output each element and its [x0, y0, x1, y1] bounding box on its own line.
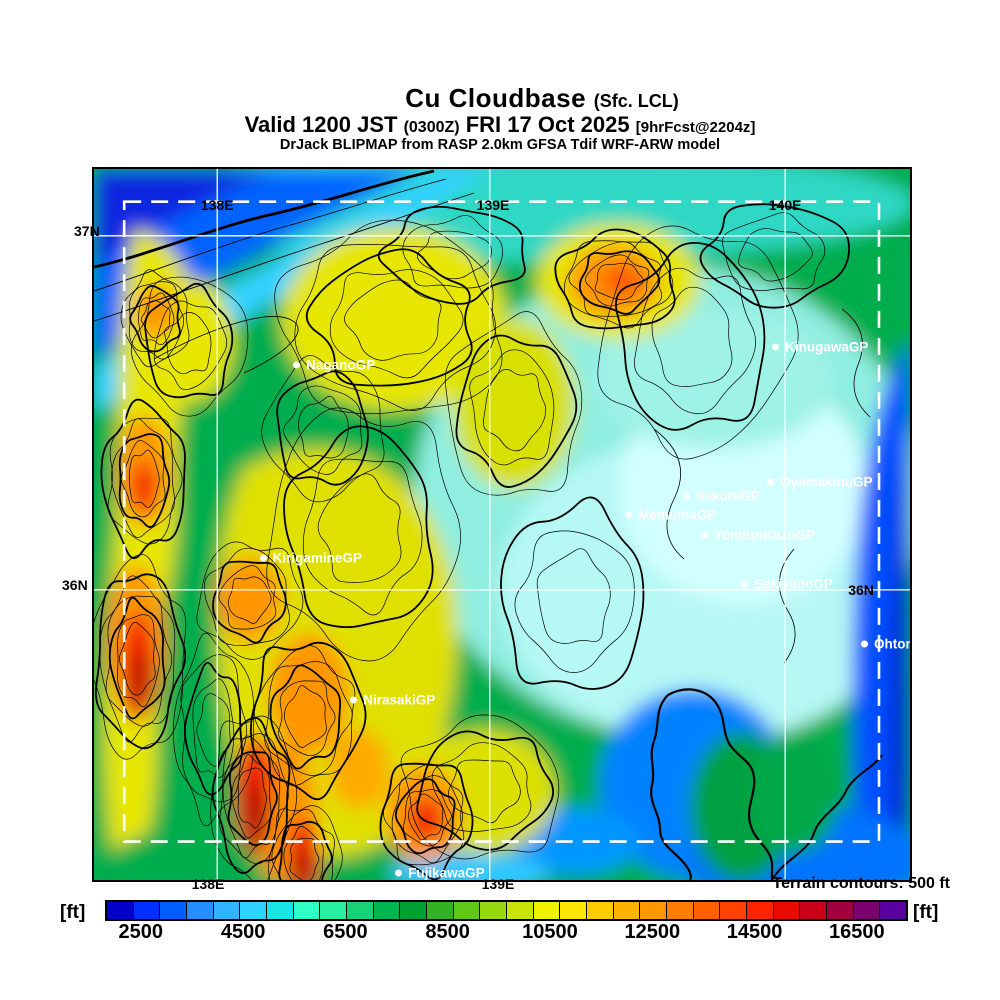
valid-prefix: Valid 1200 JST	[244, 112, 398, 138]
station-name: NaganoGP	[306, 357, 376, 373]
lon-label-bottom-139e: 139E	[481, 876, 515, 892]
colorbar-unit-left: [ft]	[60, 902, 86, 923]
station-name: OyamakinuGP	[780, 474, 873, 490]
station-label-yomiurikazogp: YomiuriKazoGP	[701, 528, 815, 543]
colorbar-segment	[107, 902, 133, 919]
valid-date: FRI 17 Oct 2025	[465, 112, 630, 138]
colorbar-unit-right: [ft]	[913, 902, 939, 923]
colorbar-tick-label: 10500	[522, 921, 578, 943]
station-label-itakuragp: ItakuraGP	[683, 489, 760, 504]
colorbar-tick-label: 14500	[726, 921, 783, 943]
station-name: KinugawaGP	[785, 339, 869, 355]
colorbar-segment	[772, 902, 800, 919]
colorbar-segment	[852, 902, 880, 919]
station-name: Ohtone	[874, 636, 910, 652]
colorbar	[105, 900, 908, 921]
colorbar-segment	[666, 902, 693, 919]
lat-label-37n: 37N	[74, 223, 100, 239]
station-dot-icon	[395, 869, 403, 877]
colorbar-segment	[826, 902, 853, 919]
colorbar-segment	[639, 902, 667, 919]
lat-label-36n: 36N	[62, 577, 88, 593]
station-dot-icon	[701, 531, 709, 539]
lat-label-right-36n: 36N	[848, 581, 874, 598]
station-label-sekiyadogp: SekiyadoGP	[741, 577, 833, 592]
header: Cu Cloudbase (Sfc. LCL) Valid 1200 JST (…	[0, 84, 1000, 153]
station-dot-icon	[767, 478, 775, 486]
colorbar-segment	[452, 902, 480, 919]
station-dot-icon	[741, 580, 749, 588]
colorbar-segment	[692, 902, 720, 919]
station-name: FujikawaGP	[408, 865, 485, 881]
station-label-nirasakigp: NirasakiGP	[350, 693, 435, 708]
lon-label-bottom-138e: 138E	[191, 876, 225, 892]
station-name: SekiyadoGP	[754, 576, 833, 592]
colorbar-ticks: 2500 4500 6500 8500 10500 12500 14500 16500	[0, 921, 1000, 951]
colorbar-segment	[506, 902, 533, 919]
station-label-memumagp: MemumaGP	[625, 508, 716, 523]
station-label-fujikawagp: FujikawaGP	[395, 865, 485, 880]
station-dot-icon	[259, 554, 267, 562]
colorbar-segment	[532, 902, 560, 919]
model-line: DrJack BLIPMAP from RASP 2.0km GFSA Tdif…	[279, 136, 721, 153]
station-dot-icon	[772, 343, 780, 351]
station-label-kinugawagp: KinugawaGP	[772, 339, 868, 354]
station-name: ItakuraGP	[696, 488, 760, 504]
station-dot-icon	[350, 696, 358, 704]
colorbar-segment	[479, 902, 507, 919]
colorbar-segment	[719, 902, 747, 919]
terrain-contours-note: Terrain contours: 500 ft	[772, 875, 950, 892]
colorbar-segment	[266, 902, 293, 919]
colorbar-segment	[399, 902, 427, 919]
colorbar-segment	[746, 902, 773, 919]
colorbar-segment	[586, 902, 613, 919]
station-name: KirigamineGP	[272, 550, 362, 566]
colorbar-segment	[879, 902, 907, 919]
forecast-map: NaganoGP KinugawaGP OyamakinuGP ItakuraGP Me…	[92, 167, 912, 882]
colorbar-tick-label: 6500	[323, 921, 368, 943]
station-name: YomiuriKazoGP	[714, 527, 816, 543]
colorbar-segment	[799, 902, 827, 919]
colorbar-segment	[346, 902, 373, 919]
station-name: NirasakiGP	[363, 692, 436, 708]
colorbar-segment	[292, 902, 320, 919]
station-label-kirigaminegp: KirigamineGP	[259, 550, 362, 566]
station-label-ohtone: Ohtone	[861, 636, 910, 652]
forecast-tag: [9hrFcst@2204z]	[635, 119, 756, 137]
valid-zulu: (0300Z)	[403, 119, 460, 137]
lon-label-top-138e: 138E	[200, 197, 234, 213]
colorbar-tick-label: 4500	[220, 921, 266, 943]
page-title: Cu Cloudbase (Sfc. LCL)	[42, 84, 1000, 112]
colorbar-segment	[559, 902, 587, 919]
domain-box	[122, 200, 881, 843]
lon-label-top-139e: 139E	[476, 197, 510, 213]
colorbar-segment	[372, 902, 400, 919]
colorbar-segment	[319, 902, 347, 919]
title-suffix: (Sfc. LCL)	[593, 91, 679, 111]
station-dot-icon	[683, 492, 691, 500]
colorbar-tick-label: 12500	[624, 921, 681, 943]
station-dot-icon	[625, 511, 633, 519]
colorbar-segment	[132, 902, 160, 919]
station-name: MemumaGP	[638, 507, 717, 523]
colorbar-segment	[212, 902, 240, 919]
station-label-oyamakinugp: OyamakinuGP	[767, 474, 872, 489]
colorbar-segment	[186, 902, 213, 919]
terrain-raster	[94, 169, 910, 880]
colorbar-tick-label: 16500	[829, 921, 885, 943]
colorbar-segment	[159, 902, 187, 919]
colorbar-segment	[426, 902, 453, 919]
lon-label-top-140e: 140E	[768, 197, 802, 213]
station-dot-icon	[293, 361, 301, 369]
colorbar-segment	[612, 902, 640, 919]
station-label-naganogp: NaganoGP	[293, 358, 375, 373]
colorbar-tick-label: 2500	[118, 921, 164, 943]
title-main: Cu Cloudbase	[405, 83, 587, 113]
valid-line: Valid 1200 JST (0300Z) FRI 17 Oct 2025 […	[0, 113, 1000, 137]
colorbar-segment	[239, 902, 267, 919]
station-dot-icon	[861, 640, 869, 648]
colorbar-tick-label: 8500	[425, 921, 470, 943]
